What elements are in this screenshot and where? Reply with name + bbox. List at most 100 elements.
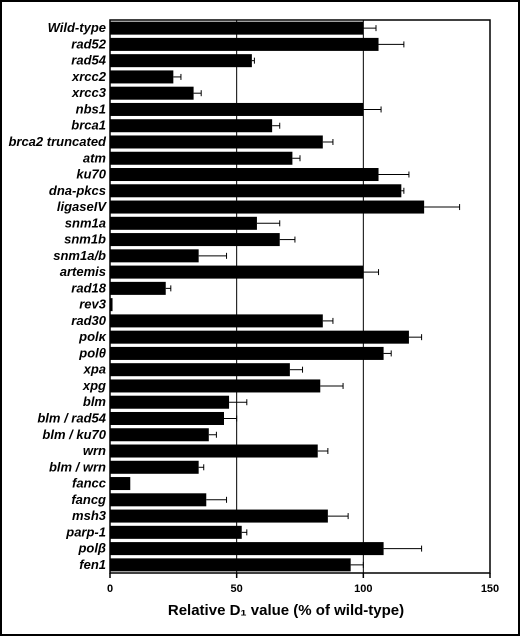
error-bar bbox=[198, 252, 228, 259]
error-bar bbox=[378, 41, 405, 48]
bar bbox=[110, 135, 323, 149]
category-label: xrcc2 bbox=[71, 69, 107, 84]
bar bbox=[110, 558, 351, 572]
bar bbox=[110, 281, 166, 295]
category-label: blm / rad54 bbox=[37, 410, 106, 425]
error-bar bbox=[350, 561, 364, 568]
category-label: blm bbox=[83, 394, 107, 409]
bar bbox=[110, 379, 321, 393]
bar bbox=[110, 493, 207, 507]
category-label: polθ bbox=[78, 345, 106, 360]
category-label: Wild-type bbox=[48, 20, 106, 35]
error-bar bbox=[241, 529, 248, 536]
error-bar bbox=[208, 431, 217, 438]
error-bar bbox=[256, 220, 281, 227]
bar bbox=[110, 509, 328, 523]
bar bbox=[110, 298, 113, 312]
category-label: wrn bbox=[83, 443, 106, 458]
bar bbox=[110, 70, 174, 84]
error-bar bbox=[173, 73, 182, 80]
error-bar bbox=[292, 155, 301, 162]
bar bbox=[110, 314, 323, 328]
category-label: blm / ku70 bbox=[42, 427, 106, 442]
bar bbox=[110, 363, 290, 377]
category-label: ku70 bbox=[76, 167, 106, 182]
error-bar bbox=[363, 25, 377, 32]
category-label: msh3 bbox=[72, 508, 107, 523]
bar bbox=[110, 168, 379, 182]
category-label: polβ bbox=[77, 541, 106, 556]
category-label: ligaseIV bbox=[57, 199, 107, 214]
x-tick-label: 100 bbox=[354, 583, 372, 595]
bar bbox=[110, 346, 384, 360]
error-bar bbox=[327, 513, 349, 520]
bar bbox=[110, 37, 379, 51]
category-label: dna-pkcs bbox=[49, 183, 106, 198]
category-label: fen1 bbox=[79, 557, 106, 572]
x-tick-label: 150 bbox=[481, 583, 499, 595]
category-label: atm bbox=[83, 150, 107, 165]
category-label: xpg bbox=[82, 378, 106, 393]
error-bar bbox=[322, 317, 334, 324]
x-axis-ticks: 0 50 100 150 bbox=[107, 573, 499, 595]
bar bbox=[110, 21, 364, 35]
bar bbox=[110, 460, 199, 474]
bar bbox=[110, 216, 257, 230]
category-label: artemis bbox=[60, 264, 106, 279]
error-bar bbox=[363, 106, 382, 113]
category-label: blm / wrn bbox=[49, 459, 106, 474]
bar bbox=[110, 395, 230, 409]
bar bbox=[110, 477, 131, 491]
category-label: nbs1 bbox=[76, 101, 106, 116]
error-bar bbox=[289, 366, 304, 373]
error-bar bbox=[383, 545, 423, 552]
error-bar bbox=[408, 334, 423, 341]
bar bbox=[110, 444, 318, 458]
bars-group bbox=[110, 21, 425, 572]
category-label: snm1a/b bbox=[53, 248, 106, 263]
category-label: parp-1 bbox=[65, 524, 106, 539]
category-label: rad54 bbox=[71, 53, 106, 68]
error-bar bbox=[317, 448, 329, 455]
category-label: polκ bbox=[78, 329, 106, 344]
bar bbox=[110, 54, 252, 68]
error-bar bbox=[193, 90, 202, 97]
error-bar bbox=[198, 464, 205, 471]
error-bar bbox=[229, 399, 248, 406]
category-label: fancg bbox=[71, 492, 106, 507]
error-bar bbox=[272, 122, 281, 129]
error-bars-group bbox=[165, 25, 461, 568]
error-bar bbox=[251, 57, 255, 64]
category-label: xpa bbox=[83, 362, 106, 377]
category-label: snm1b bbox=[64, 232, 106, 247]
error-bar bbox=[383, 350, 392, 357]
error-bar bbox=[165, 285, 172, 292]
x-axis-label: Relative D₁ value (% of wild-type) bbox=[168, 602, 404, 619]
category-label: rad52 bbox=[71, 36, 106, 51]
x-tick-label: 50 bbox=[231, 583, 243, 595]
bar bbox=[110, 249, 199, 263]
category-label: brca2 truncated bbox=[8, 134, 107, 149]
bar bbox=[110, 428, 209, 442]
category-label: rad18 bbox=[71, 280, 106, 295]
error-bar bbox=[320, 382, 344, 389]
bar bbox=[110, 184, 402, 198]
category-label: rev3 bbox=[79, 297, 107, 312]
bar bbox=[110, 330, 409, 344]
category-label: fancc bbox=[72, 476, 107, 491]
bar bbox=[110, 525, 242, 539]
bar bbox=[110, 102, 364, 116]
bar bbox=[110, 265, 364, 279]
error-bar bbox=[401, 187, 405, 194]
category-label: snm1a bbox=[65, 215, 106, 230]
bar bbox=[110, 86, 194, 100]
x-tick-label: 0 bbox=[107, 583, 113, 595]
category-label: xrcc3 bbox=[71, 85, 107, 100]
error-bar bbox=[378, 171, 410, 178]
bar bbox=[110, 233, 280, 247]
error-bar bbox=[363, 269, 380, 276]
error-bar bbox=[279, 236, 296, 243]
bar bbox=[110, 542, 384, 556]
